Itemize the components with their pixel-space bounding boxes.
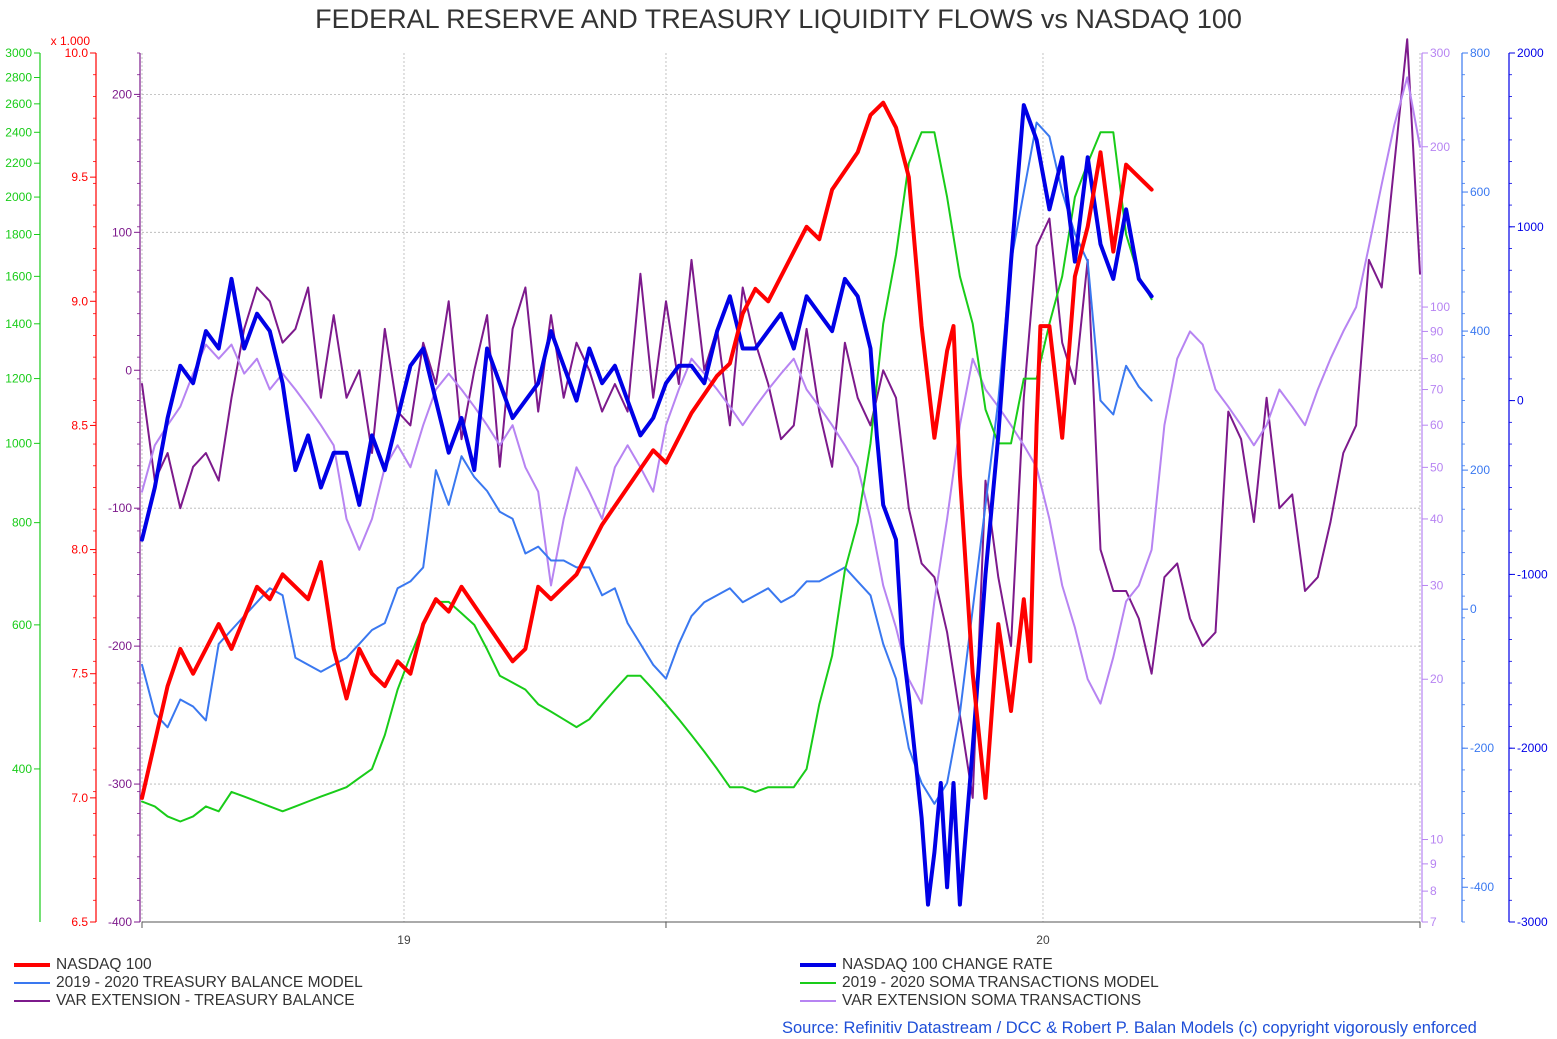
y-tick-label: 400 bbox=[1470, 324, 1490, 338]
x-tick-label: 20 bbox=[1036, 933, 1050, 947]
y-tick-label: 2400 bbox=[5, 125, 32, 139]
y-tick-label: 7 bbox=[1430, 915, 1437, 929]
series-line-nasdaq-100-change-rate bbox=[140, 103, 1154, 907]
y-tick-label: 7.5 bbox=[71, 667, 88, 681]
y-tick-label: 400 bbox=[12, 762, 32, 776]
y-tick-label: 30 bbox=[1430, 578, 1444, 592]
y-tick-label: -1000 bbox=[1517, 567, 1548, 581]
y-tick-label: 100 bbox=[112, 225, 132, 239]
legend-label: 2019 - 2020 SOMA TRANSACTIONS MODEL bbox=[842, 974, 1159, 991]
y-tick-label: 40 bbox=[1430, 512, 1444, 526]
y-tick-label: 2800 bbox=[5, 71, 32, 85]
legend-label: NASDAQ 100 CHANGE RATE bbox=[842, 956, 1053, 973]
y-tick-label: 70 bbox=[1430, 383, 1444, 397]
y-tick-label: 9.5 bbox=[71, 170, 88, 184]
y-tick-label: 800 bbox=[12, 516, 32, 530]
y-tick-label: 1600 bbox=[5, 269, 32, 283]
y-tick-label: 90 bbox=[1430, 324, 1444, 338]
y-tick-label: 2200 bbox=[5, 156, 32, 170]
y-tick-label: 50 bbox=[1430, 460, 1444, 474]
y-tick-label: 7.0 bbox=[71, 791, 88, 805]
y-tick-label: 1200 bbox=[5, 372, 32, 386]
y-tick-label: 8.0 bbox=[71, 543, 88, 557]
legend-item-var-soma: VAR EXTENSION SOMA TRANSACTIONS bbox=[800, 992, 1141, 1010]
y-tick-label: -400 bbox=[1470, 880, 1494, 894]
y-tick-label: 1800 bbox=[5, 228, 32, 242]
y-tick-label: 8.5 bbox=[71, 418, 88, 432]
legend-label: 2019 - 2020 TREASURY BALANCE MODEL bbox=[56, 974, 363, 991]
y-tick-label: 9 bbox=[1430, 857, 1437, 871]
y-tick-label: 1000 bbox=[1517, 220, 1544, 234]
legend-label: NASDAQ 100 bbox=[56, 956, 152, 973]
y-tick-label: 1400 bbox=[5, 317, 32, 331]
y-tick-label: 20 bbox=[1430, 672, 1444, 686]
y-tick-label: 200 bbox=[112, 87, 132, 101]
grid-lines bbox=[141, 53, 1421, 923]
y-tick-label: -200 bbox=[1470, 741, 1494, 755]
legend-item-treasury-model: 2019 - 2020 TREASURY BALANCE MODEL bbox=[14, 974, 363, 992]
y-tick-label: 100 bbox=[1430, 300, 1450, 314]
legend-item-nasdaq: NASDAQ 100 bbox=[14, 956, 152, 974]
y-tick-label: 300 bbox=[1430, 46, 1450, 60]
legend-swatch-var-treasury bbox=[14, 1000, 50, 1002]
series-line-var-extension-soma-transactions bbox=[141, 76, 1421, 705]
legend-swatch-nasdaq-change bbox=[800, 963, 836, 967]
y-tick-label: 2000 bbox=[5, 190, 32, 204]
legend-swatch-nasdaq bbox=[14, 963, 50, 967]
legend-swatch-treasury-model bbox=[14, 982, 50, 984]
legend-swatch-var-soma bbox=[800, 1000, 836, 1002]
y-tick-label: -3000 bbox=[1517, 915, 1548, 929]
series-lines bbox=[140, 38, 1421, 907]
y-tick-label: 2000 bbox=[1517, 46, 1544, 60]
series-line-2019-2020-soma-transactions-model bbox=[141, 131, 1153, 823]
y-tick-label: 800 bbox=[1470, 46, 1490, 60]
legend-item-soma-model: 2019 - 2020 SOMA TRANSACTIONS MODEL bbox=[800, 974, 1159, 992]
y-tick-label: 9.0 bbox=[71, 294, 88, 308]
y-tick-label: 600 bbox=[12, 618, 32, 632]
y-tick-label: -300 bbox=[108, 777, 132, 791]
axes: 19 20300028002600240022002000180016001400… bbox=[5, 34, 1548, 947]
y-tick-label: 0 bbox=[1470, 602, 1477, 616]
y-tick-label: 80 bbox=[1430, 352, 1444, 366]
legend-item-var-treasury: VAR EXTENSION - TREASURY BALANCE bbox=[14, 992, 355, 1010]
y-tick-label: 0 bbox=[1517, 394, 1524, 408]
y-tick-label: -2000 bbox=[1517, 741, 1548, 755]
y-tick-label: 60 bbox=[1430, 418, 1444, 432]
legend-label: VAR EXTENSION SOMA TRANSACTIONS bbox=[842, 992, 1142, 1009]
y-tick-label: 600 bbox=[1470, 185, 1490, 199]
legend-item-nasdaq-change: NASDAQ 100 CHANGE RATE bbox=[800, 956, 1053, 974]
legend-label: VAR EXTENSION - TREASURY BALANCE bbox=[56, 992, 355, 1009]
y-tick-label: 10 bbox=[1430, 833, 1444, 847]
y-tick-label: -100 bbox=[108, 501, 132, 515]
y-tick-label: 10.0 bbox=[65, 46, 89, 60]
y-tick-label: -200 bbox=[108, 639, 132, 653]
source-note: Source: Refinitiv Datastream / DCC & Rob… bbox=[782, 1019, 1477, 1037]
series-line-var-extension-treasury-balance bbox=[141, 38, 1421, 799]
y-tick-label: -400 bbox=[108, 915, 132, 929]
chart-title: FEDERAL RESERVE AND TREASURY LIQUIDITY F… bbox=[315, 4, 1242, 34]
y-tick-label: 8 bbox=[1430, 884, 1437, 898]
series-line-2019-2020-treasury-balance-model bbox=[141, 121, 1153, 805]
y-tick-label: 0 bbox=[125, 363, 132, 377]
legend-swatch-soma-model bbox=[800, 982, 836, 984]
series-line-nasdaq-100 bbox=[140, 100, 1154, 800]
y-tick-label: 2600 bbox=[5, 97, 32, 111]
y-tick-label: 6.5 bbox=[71, 915, 88, 929]
y-axis-label-nasdaq_left: x 1.000 bbox=[51, 34, 91, 48]
y-tick-label: 1000 bbox=[5, 436, 32, 450]
y-tick-label: 200 bbox=[1470, 463, 1490, 477]
y-tick-label: 3000 bbox=[5, 46, 32, 60]
x-tick-label: 19 bbox=[397, 933, 411, 947]
y-tick-label: 200 bbox=[1430, 140, 1450, 154]
